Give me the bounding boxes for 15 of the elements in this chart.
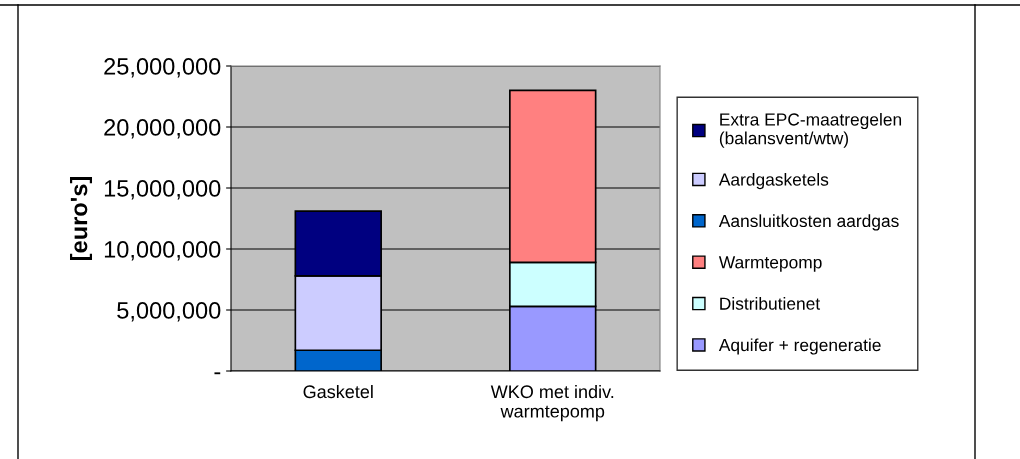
x-tick-label: WKO met indiv. warmtepomp: [490, 384, 614, 422]
x-tick-label: Gasketel: [303, 384, 373, 399]
y-tick-label: 25,000,000: [104, 58, 221, 78]
legend-label: Distributienet: [720, 297, 821, 310]
y-axis-title: [euro's]: [70, 177, 93, 260]
y-tick-label: -: [214, 372, 221, 375]
legend-label: Aansluitkosten aardgas: [718, 214, 899, 231]
legend-label: Warmtepomp: [718, 256, 822, 272]
y-tick-label: 15,000,000: [104, 180, 221, 200]
legend-label: Aardgasketels: [718, 172, 829, 190]
legend-label: Extra EPC-maatregelen (balansvent/wtw): [719, 112, 902, 148]
y-tick-label: 10,000,000: [104, 241, 221, 261]
y-tick-label: 5,000,000: [117, 302, 221, 322]
legend-label: Aquifer + regeneratie: [718, 338, 881, 355]
y-tick-label: 20,000,000: [104, 119, 221, 139]
